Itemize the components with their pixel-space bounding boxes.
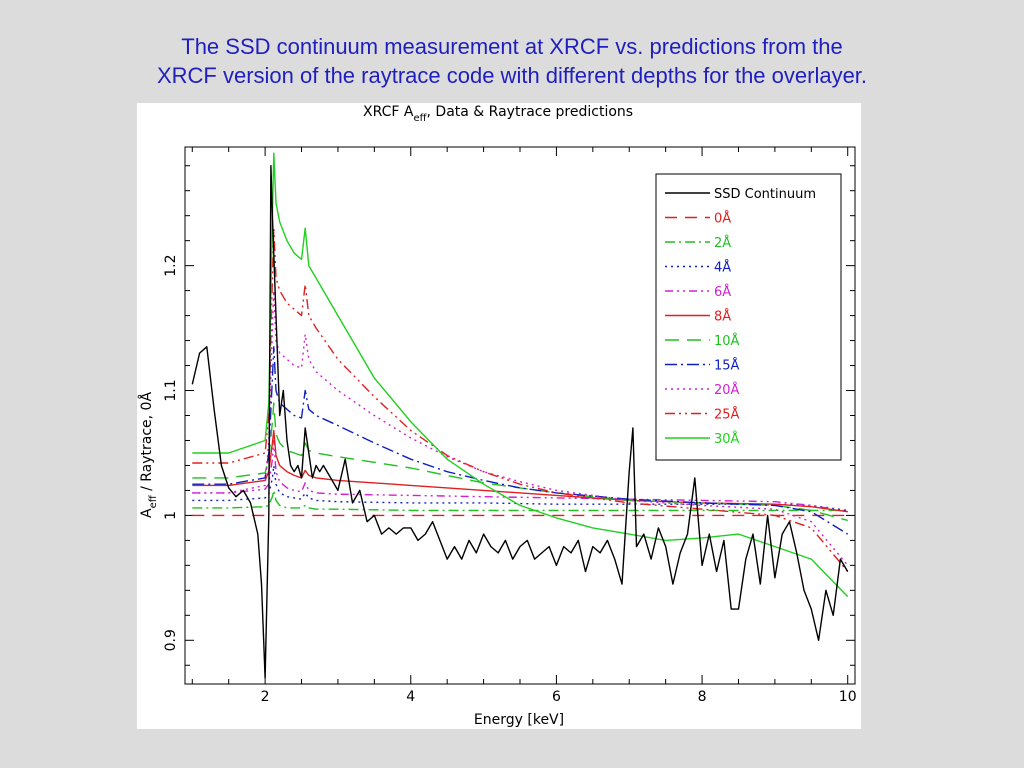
y-tick-label: 0.9	[163, 629, 179, 651]
legend-label: 4Å	[714, 260, 731, 276]
legend-label: 25Å	[714, 407, 740, 423]
x-tick-label: 2	[261, 689, 270, 705]
legend-label: 15Å	[714, 358, 740, 374]
x-tick-label: 8	[698, 689, 707, 705]
series-line-ssdcontinuum	[191, 165, 849, 679]
legend-label: 30Å	[714, 431, 740, 447]
chart-figure: XRCF Aeff, Data & Raytrace predictions 2…	[137, 103, 861, 729]
legend: SSD Continuum 0Å 2Å 4Å 6Å 8Å 10Å 15Å 20Å 25Å 30Å	[655, 173, 842, 461]
x-tick-label: 4	[406, 689, 415, 705]
series-line-4	[192, 464, 848, 512]
y-axis-label: Aeff / Raytrace, 0Å	[138, 392, 159, 518]
legend-label: 8Å	[714, 309, 731, 325]
legend-box	[655, 173, 842, 461]
y-tick-label: 1.1	[163, 379, 179, 401]
slide-title-line-2: XRCF version of the raytrace code with d…	[156, 63, 868, 88]
x-tick-label: 10	[839, 689, 857, 705]
series-line-15	[192, 346, 849, 535]
series-line-2	[192, 489, 848, 512]
legend-label: 20Å	[714, 382, 740, 398]
legend-label: 0Å	[714, 211, 731, 227]
axis-ticks: 2 4 6 8 10 0.9 1 1.1 1.2	[163, 147, 857, 705]
legend-label: 2Å	[714, 235, 731, 251]
series-lines	[191, 152, 849, 679]
chart-svg: XRCF Aeff, Data & Raytrace predictions 2…	[138, 104, 857, 728]
x-tick-label: 6	[552, 689, 561, 705]
chart-title: XRCF Aeff, Data & Raytrace predictions	[363, 104, 633, 124]
slide-title: The SSD continuum measurement at XRCF vs…	[40, 32, 984, 90]
legend-label: 10Å	[714, 333, 740, 349]
legend-label: 6Å	[714, 284, 731, 300]
x-axis-label: Energy [keV]	[474, 712, 564, 728]
series-line-10	[192, 402, 848, 522]
slide-title-line-1: The SSD continuum measurement at XRCF vs…	[181, 34, 843, 59]
y-tick-label: 1	[163, 511, 179, 520]
series-line-6	[192, 439, 848, 513]
series-line-30	[192, 152, 849, 598]
y-tick-label: 1.2	[163, 255, 179, 277]
series-line-25	[192, 227, 849, 573]
legend-label: SSD Continuum	[714, 187, 816, 202]
